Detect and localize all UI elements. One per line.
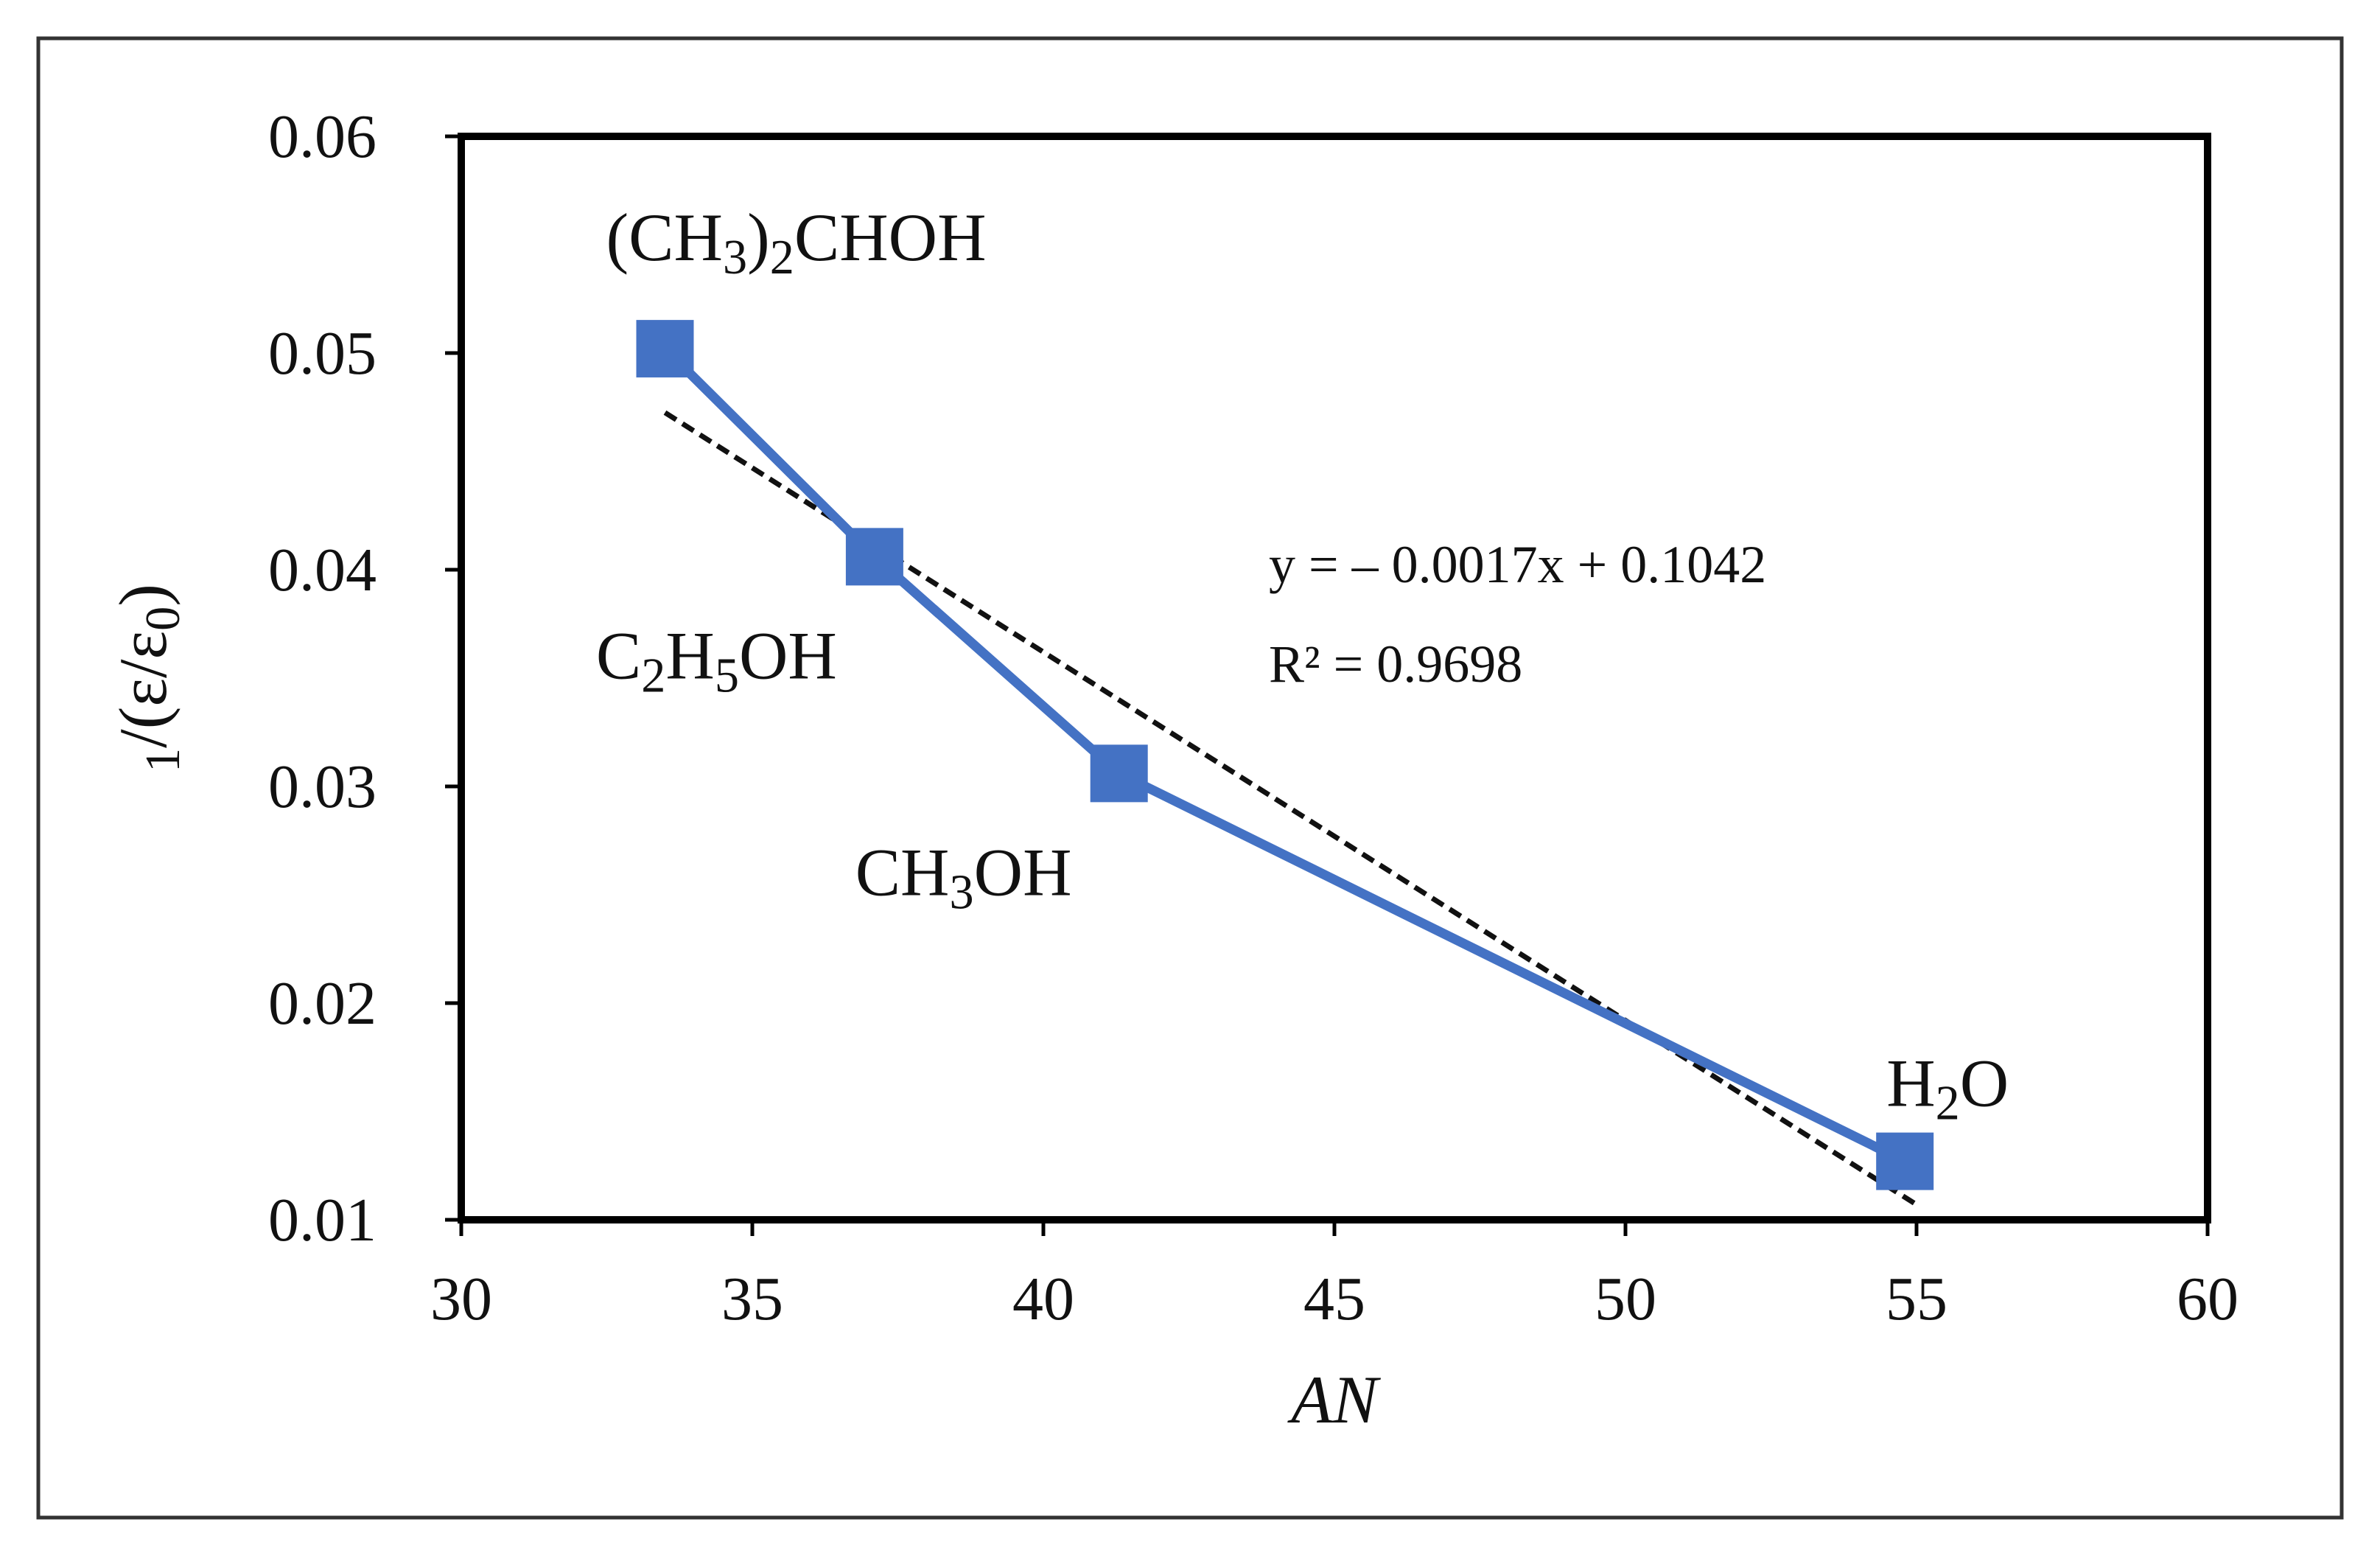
x-tick-label-45: 45 — [1303, 1265, 1365, 1333]
x-axis-title: AN — [1287, 1362, 1381, 1437]
data-point-1 — [636, 320, 694, 378]
y-tick-label-0.06: 0.06 — [268, 102, 377, 171]
x-tick-label-60: 60 — [2177, 1265, 2239, 1333]
data-point-2 — [845, 528, 903, 586]
axis-tick-labels: 30 35 40 45 50 55 60 0.06 0.05 0.04 0.03 0.02 0.01 — [268, 102, 2239, 1333]
y-tick-label-0.01: 0.01 — [268, 1186, 377, 1254]
axis-ticks — [445, 134, 2210, 1236]
x-tick-label-55: 55 — [1886, 1265, 1947, 1333]
axis-titles: AN 1/(ε/ε0) — [105, 584, 1381, 1437]
y-tick-label-0.02: 0.02 — [268, 969, 377, 1038]
point-label-3: CH3OH — [855, 834, 1072, 919]
y-tick-label-0.05: 0.05 — [268, 319, 377, 388]
point-labels: (CH3)2CHOH C2H5OH CH3OH H2O — [596, 200, 2009, 1131]
x-tick-label-40: 40 — [1012, 1265, 1074, 1333]
point-label-1: (CH3)2CHOH — [606, 200, 987, 284]
x-tick-label-50: 50 — [1595, 1265, 1656, 1333]
series-layer — [636, 320, 1934, 1190]
trendline-r-squared: R² = 0.9698 — [1269, 635, 1522, 694]
data-point-4 — [1876, 1132, 1934, 1190]
x-tick-label-35: 35 — [721, 1265, 783, 1333]
equation-layer: y = – 0.0017x + 0.1042 R² = 0.9698 — [1269, 535, 1766, 694]
y-tick-label-0.03: 0.03 — [268, 753, 377, 821]
x-tick-label-30: 30 — [430, 1265, 492, 1333]
y-axis-title: 1/(ε/ε0) — [105, 584, 190, 772]
trendline-equation: y = – 0.0017x + 0.1042 — [1269, 535, 1766, 594]
point-label-2: C2H5OH — [596, 618, 837, 702]
series-line — [661, 345, 1908, 1166]
outer-frame — [36, 36, 2344, 1520]
data-point-3 — [1090, 744, 1148, 803]
y-tick-label-0.04: 0.04 — [268, 536, 377, 604]
point-label-4: H2O — [1886, 1046, 2009, 1131]
